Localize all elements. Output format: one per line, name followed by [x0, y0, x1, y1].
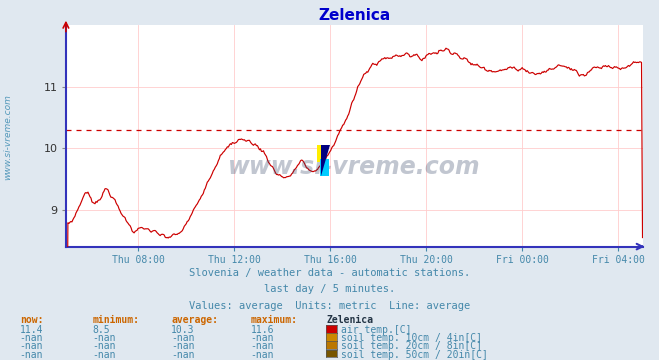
Text: -nan: -nan	[171, 333, 195, 343]
Text: Slovenia / weather data - automatic stations.: Slovenia / weather data - automatic stat…	[189, 268, 470, 278]
Text: Values: average  Units: metric  Line: average: Values: average Units: metric Line: aver…	[189, 301, 470, 311]
Text: soil temp. 50cm / 20in[C]: soil temp. 50cm / 20in[C]	[341, 350, 488, 360]
Bar	[320, 159, 330, 176]
Text: www.si-vreme.com: www.si-vreme.com	[228, 155, 480, 179]
Text: Zelenica: Zelenica	[326, 315, 373, 325]
Title: Zelenica: Zelenica	[318, 8, 390, 23]
Text: -nan: -nan	[250, 333, 274, 343]
Text: www.si-vreme.com: www.si-vreme.com	[3, 94, 13, 180]
Text: -nan: -nan	[250, 350, 274, 360]
Text: -nan: -nan	[250, 341, 274, 351]
Text: 11.4: 11.4	[20, 325, 43, 335]
Text: -nan: -nan	[171, 341, 195, 351]
Text: average:: average:	[171, 315, 218, 325]
Text: -nan: -nan	[20, 341, 43, 351]
Text: -nan: -nan	[92, 350, 116, 360]
Text: last day / 5 minutes.: last day / 5 minutes.	[264, 284, 395, 294]
Text: air temp.[C]: air temp.[C]	[341, 325, 411, 335]
Text: 10.3: 10.3	[171, 325, 195, 335]
Text: 11.6: 11.6	[250, 325, 274, 335]
Text: soil temp. 20cm / 8in[C]: soil temp. 20cm / 8in[C]	[341, 341, 482, 351]
Text: 8.5: 8.5	[92, 325, 110, 335]
Text: -nan: -nan	[20, 333, 43, 343]
Text: -nan: -nan	[92, 341, 116, 351]
Polygon shape	[322, 145, 330, 176]
Bar	[317, 145, 326, 162]
Text: soil temp. 10cm / 4in[C]: soil temp. 10cm / 4in[C]	[341, 333, 482, 343]
Text: -nan: -nan	[92, 333, 116, 343]
Text: now:: now:	[20, 315, 43, 325]
Text: -nan: -nan	[20, 350, 43, 360]
Text: maximum:: maximum:	[250, 315, 297, 325]
Text: -nan: -nan	[171, 350, 195, 360]
Text: minimum:: minimum:	[92, 315, 139, 325]
